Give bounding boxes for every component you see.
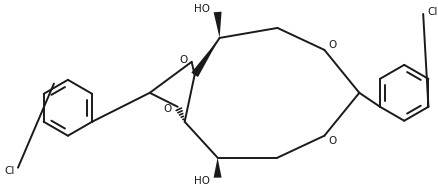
Text: O: O <box>328 136 336 146</box>
Text: O: O <box>179 55 187 65</box>
Text: O: O <box>328 40 336 50</box>
Text: HO: HO <box>193 176 209 186</box>
Text: HO: HO <box>193 4 209 14</box>
Polygon shape <box>191 38 219 77</box>
Polygon shape <box>213 12 221 38</box>
Text: Cl: Cl <box>426 7 437 17</box>
Text: O: O <box>163 104 171 114</box>
Text: Cl: Cl <box>5 166 15 176</box>
Polygon shape <box>213 158 221 178</box>
